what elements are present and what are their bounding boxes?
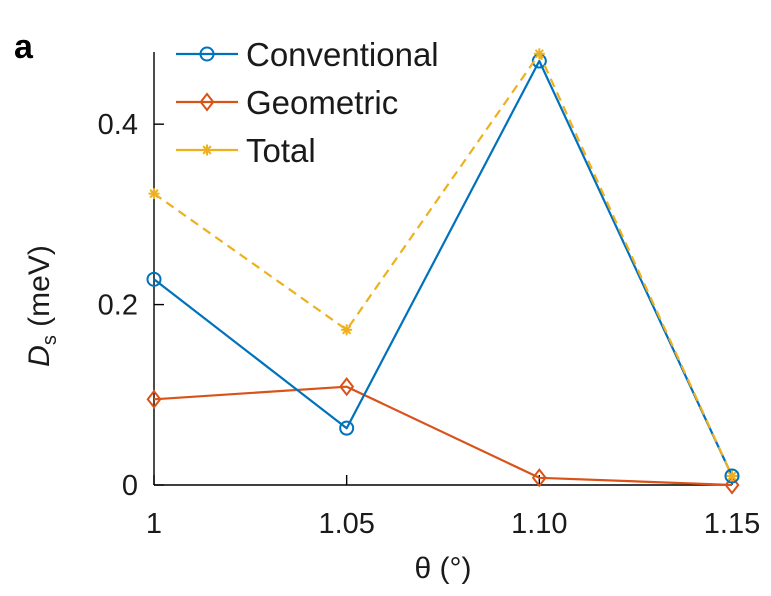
data-point-conventional <box>339 420 355 436</box>
series-geometric <box>146 377 740 495</box>
x-tick-label: 1.05 <box>318 508 374 540</box>
axes <box>153 52 732 486</box>
data-point-geometric <box>339 377 355 397</box>
legend-marker-total <box>201 144 213 156</box>
legend-entry-geometric: Geometric <box>176 84 398 121</box>
x-tick-label: 1.10 <box>511 508 567 540</box>
y-axis-label: Ds (meV) <box>23 245 61 367</box>
x-axis-label: θ (°) <box>415 552 472 585</box>
y-tick-label: 0 <box>122 470 138 502</box>
legend-entry-total: Total <box>176 132 316 169</box>
data-point-geometric <box>531 468 547 488</box>
series-total <box>148 48 738 482</box>
data-point-geometric <box>724 475 740 495</box>
data-point-total <box>148 188 160 200</box>
legend-marker-conventional <box>199 46 215 62</box>
data-point-total <box>726 470 738 482</box>
y-tick-label: 0.4 <box>98 109 138 141</box>
y-ticks: 0 0.2 0.4 <box>98 109 164 502</box>
y-tick-label: 0.2 <box>98 290 138 322</box>
legend: Conventional Geometric Total <box>176 36 439 169</box>
panel-label: a <box>14 28 34 66</box>
data-point-conventional <box>724 468 740 484</box>
legend-entry-conventional: Conventional <box>176 36 439 73</box>
series-conventional <box>146 53 740 484</box>
series-line-conventional <box>153 59 733 477</box>
y-axis-symbol: D <box>23 345 56 367</box>
data-point-total <box>341 324 353 336</box>
series-layer <box>146 48 740 495</box>
x-ticks: 1 1.05 1.10 1.15 <box>146 475 760 540</box>
data-point-geometric <box>146 389 162 409</box>
series-line-geometric <box>153 385 733 487</box>
series-line-total <box>153 52 734 477</box>
x-tick-label: 1.15 <box>704 508 760 540</box>
legend-label-total: Total <box>246 132 316 169</box>
data-point-total <box>533 48 545 60</box>
y-axis-unit: (meV) <box>23 245 56 335</box>
y-axis-subscript: s <box>39 335 61 345</box>
data-point-conventional <box>146 271 162 287</box>
legend-label-geometric: Geometric <box>246 84 398 121</box>
legend-marker-geometric <box>199 92 215 112</box>
legend-label-conventional: Conventional <box>246 36 439 73</box>
x-tick-label: 1 <box>146 508 162 540</box>
